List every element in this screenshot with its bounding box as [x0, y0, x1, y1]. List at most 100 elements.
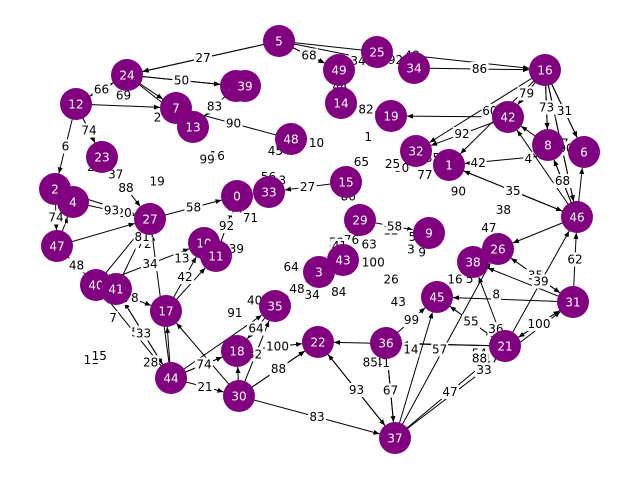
node-circle[interactable] — [259, 290, 291, 322]
node-circle[interactable] — [303, 256, 335, 288]
node-11[interactable]: 11 — [200, 240, 232, 272]
node-circle[interactable] — [275, 123, 307, 155]
edge-46-8-arrowhead — [553, 159, 559, 167]
node-circle[interactable] — [375, 100, 407, 132]
node-circle[interactable] — [263, 25, 295, 57]
node-15[interactable]: 15 — [330, 166, 362, 198]
node-23[interactable]: 23 — [86, 141, 118, 173]
node-31[interactable]: 31 — [557, 286, 589, 318]
node-5[interactable]: 5 — [263, 25, 295, 57]
node-circle[interactable] — [532, 129, 564, 161]
node-44[interactable]: 44 — [155, 362, 187, 394]
node-21[interactable]: 21 — [489, 330, 521, 362]
node-circle[interactable] — [229, 70, 261, 102]
node-circle[interactable] — [482, 233, 514, 265]
edge-label-29-9: 58 — [385, 219, 404, 234]
node-35[interactable]: 35 — [259, 290, 291, 322]
node-39[interactable]: 39 — [229, 70, 261, 102]
edge-label-text: 73 — [539, 101, 554, 115]
node-circle[interactable] — [160, 92, 192, 124]
node-label: 22 — [310, 336, 325, 350]
node-6[interactable]: 6 — [568, 136, 600, 168]
node-30[interactable]: 30 — [223, 380, 255, 412]
node-49[interactable]: 49 — [323, 54, 355, 86]
node-circle[interactable] — [433, 149, 465, 181]
node-circle[interactable] — [379, 422, 411, 454]
node-circle[interactable] — [489, 330, 521, 362]
node-circle[interactable] — [325, 87, 357, 119]
node-38[interactable]: 38 — [457, 246, 489, 278]
node-29[interactable]: 29 — [344, 204, 376, 236]
node-circle[interactable] — [413, 217, 445, 249]
edge-label-text: 65 — [354, 155, 369, 169]
node-circle[interactable] — [134, 203, 166, 235]
node-circle[interactable] — [457, 246, 489, 278]
node-circle[interactable] — [400, 135, 432, 167]
node-47[interactable]: 47 — [41, 230, 73, 262]
node-circle[interactable] — [150, 295, 182, 327]
node-circle[interactable] — [361, 36, 393, 68]
node-8[interactable]: 8 — [532, 129, 564, 161]
node-17[interactable]: 17 — [150, 295, 182, 327]
node-circle[interactable] — [221, 180, 253, 212]
edge-label-text: 31 — [557, 104, 572, 118]
node-18[interactable]: 18 — [221, 335, 253, 367]
node-circle[interactable] — [155, 362, 187, 394]
node-circle[interactable] — [529, 54, 561, 86]
node-circle[interactable] — [41, 230, 73, 262]
edge-label-1-46: 35 — [504, 184, 522, 198]
node-4[interactable]: 4 — [57, 186, 89, 218]
node-34[interactable]: 34 — [398, 52, 430, 84]
node-37[interactable]: 37 — [379, 422, 411, 454]
node-19[interactable]: 19 — [375, 100, 407, 132]
node-14[interactable]: 14 — [325, 87, 357, 119]
node-27[interactable]: 27 — [134, 203, 166, 235]
node-36[interactable]: 36 — [370, 327, 402, 359]
node-circle[interactable] — [111, 59, 143, 91]
node-circle[interactable] — [57, 186, 89, 218]
node-9[interactable]: 9 — [413, 217, 445, 249]
node-48[interactable]: 48 — [275, 123, 307, 155]
node-circle[interactable] — [370, 327, 402, 359]
node-circle[interactable] — [344, 204, 376, 236]
node-circle[interactable] — [398, 52, 430, 84]
node-41[interactable]: 41 — [100, 273, 132, 305]
node-circle[interactable] — [568, 136, 600, 168]
node-16[interactable]: 16 — [529, 54, 561, 86]
node-circle[interactable] — [330, 166, 362, 198]
node-circle[interactable] — [100, 273, 132, 305]
edge-weight-label: 37 — [107, 167, 125, 182]
node-circle[interactable] — [561, 201, 593, 233]
node-3[interactable]: 3 — [303, 256, 335, 288]
node-circle[interactable] — [86, 141, 118, 173]
node-33[interactable]: 33 — [253, 176, 285, 208]
node-circle[interactable] — [421, 281, 453, 313]
node-43[interactable]: 43 — [327, 244, 359, 276]
node-26[interactable]: 26 — [482, 233, 514, 265]
node-1[interactable]: 1 — [433, 149, 465, 181]
node-circle[interactable] — [253, 176, 285, 208]
node-25[interactable]: 25 — [361, 36, 393, 68]
node-circle[interactable] — [221, 335, 253, 367]
node-32[interactable]: 32 — [400, 135, 432, 167]
edge-label-background — [417, 245, 428, 260]
edge-label-text: 100 — [266, 340, 289, 354]
node-label: 38 — [465, 256, 480, 270]
node-circle[interactable] — [492, 101, 524, 133]
node-circle[interactable] — [200, 240, 232, 272]
node-circle[interactable] — [327, 244, 359, 276]
node-42[interactable]: 42 — [492, 101, 524, 133]
node-circle[interactable] — [60, 88, 92, 120]
node-0[interactable]: 0 — [221, 180, 253, 212]
node-46[interactable]: 46 — [561, 201, 593, 233]
node-circle[interactable] — [323, 54, 355, 86]
node-7[interactable]: 7 — [160, 92, 192, 124]
node-22[interactable]: 22 — [302, 326, 334, 358]
node-circle[interactable] — [223, 380, 255, 412]
edge-label-12-23: 74 — [80, 123, 98, 138]
node-circle[interactable] — [302, 326, 334, 358]
node-circle[interactable] — [557, 286, 589, 318]
node-45[interactable]: 45 — [421, 281, 453, 313]
node-12[interactable]: 12 — [60, 88, 92, 120]
node-24[interactable]: 24 — [111, 59, 143, 91]
